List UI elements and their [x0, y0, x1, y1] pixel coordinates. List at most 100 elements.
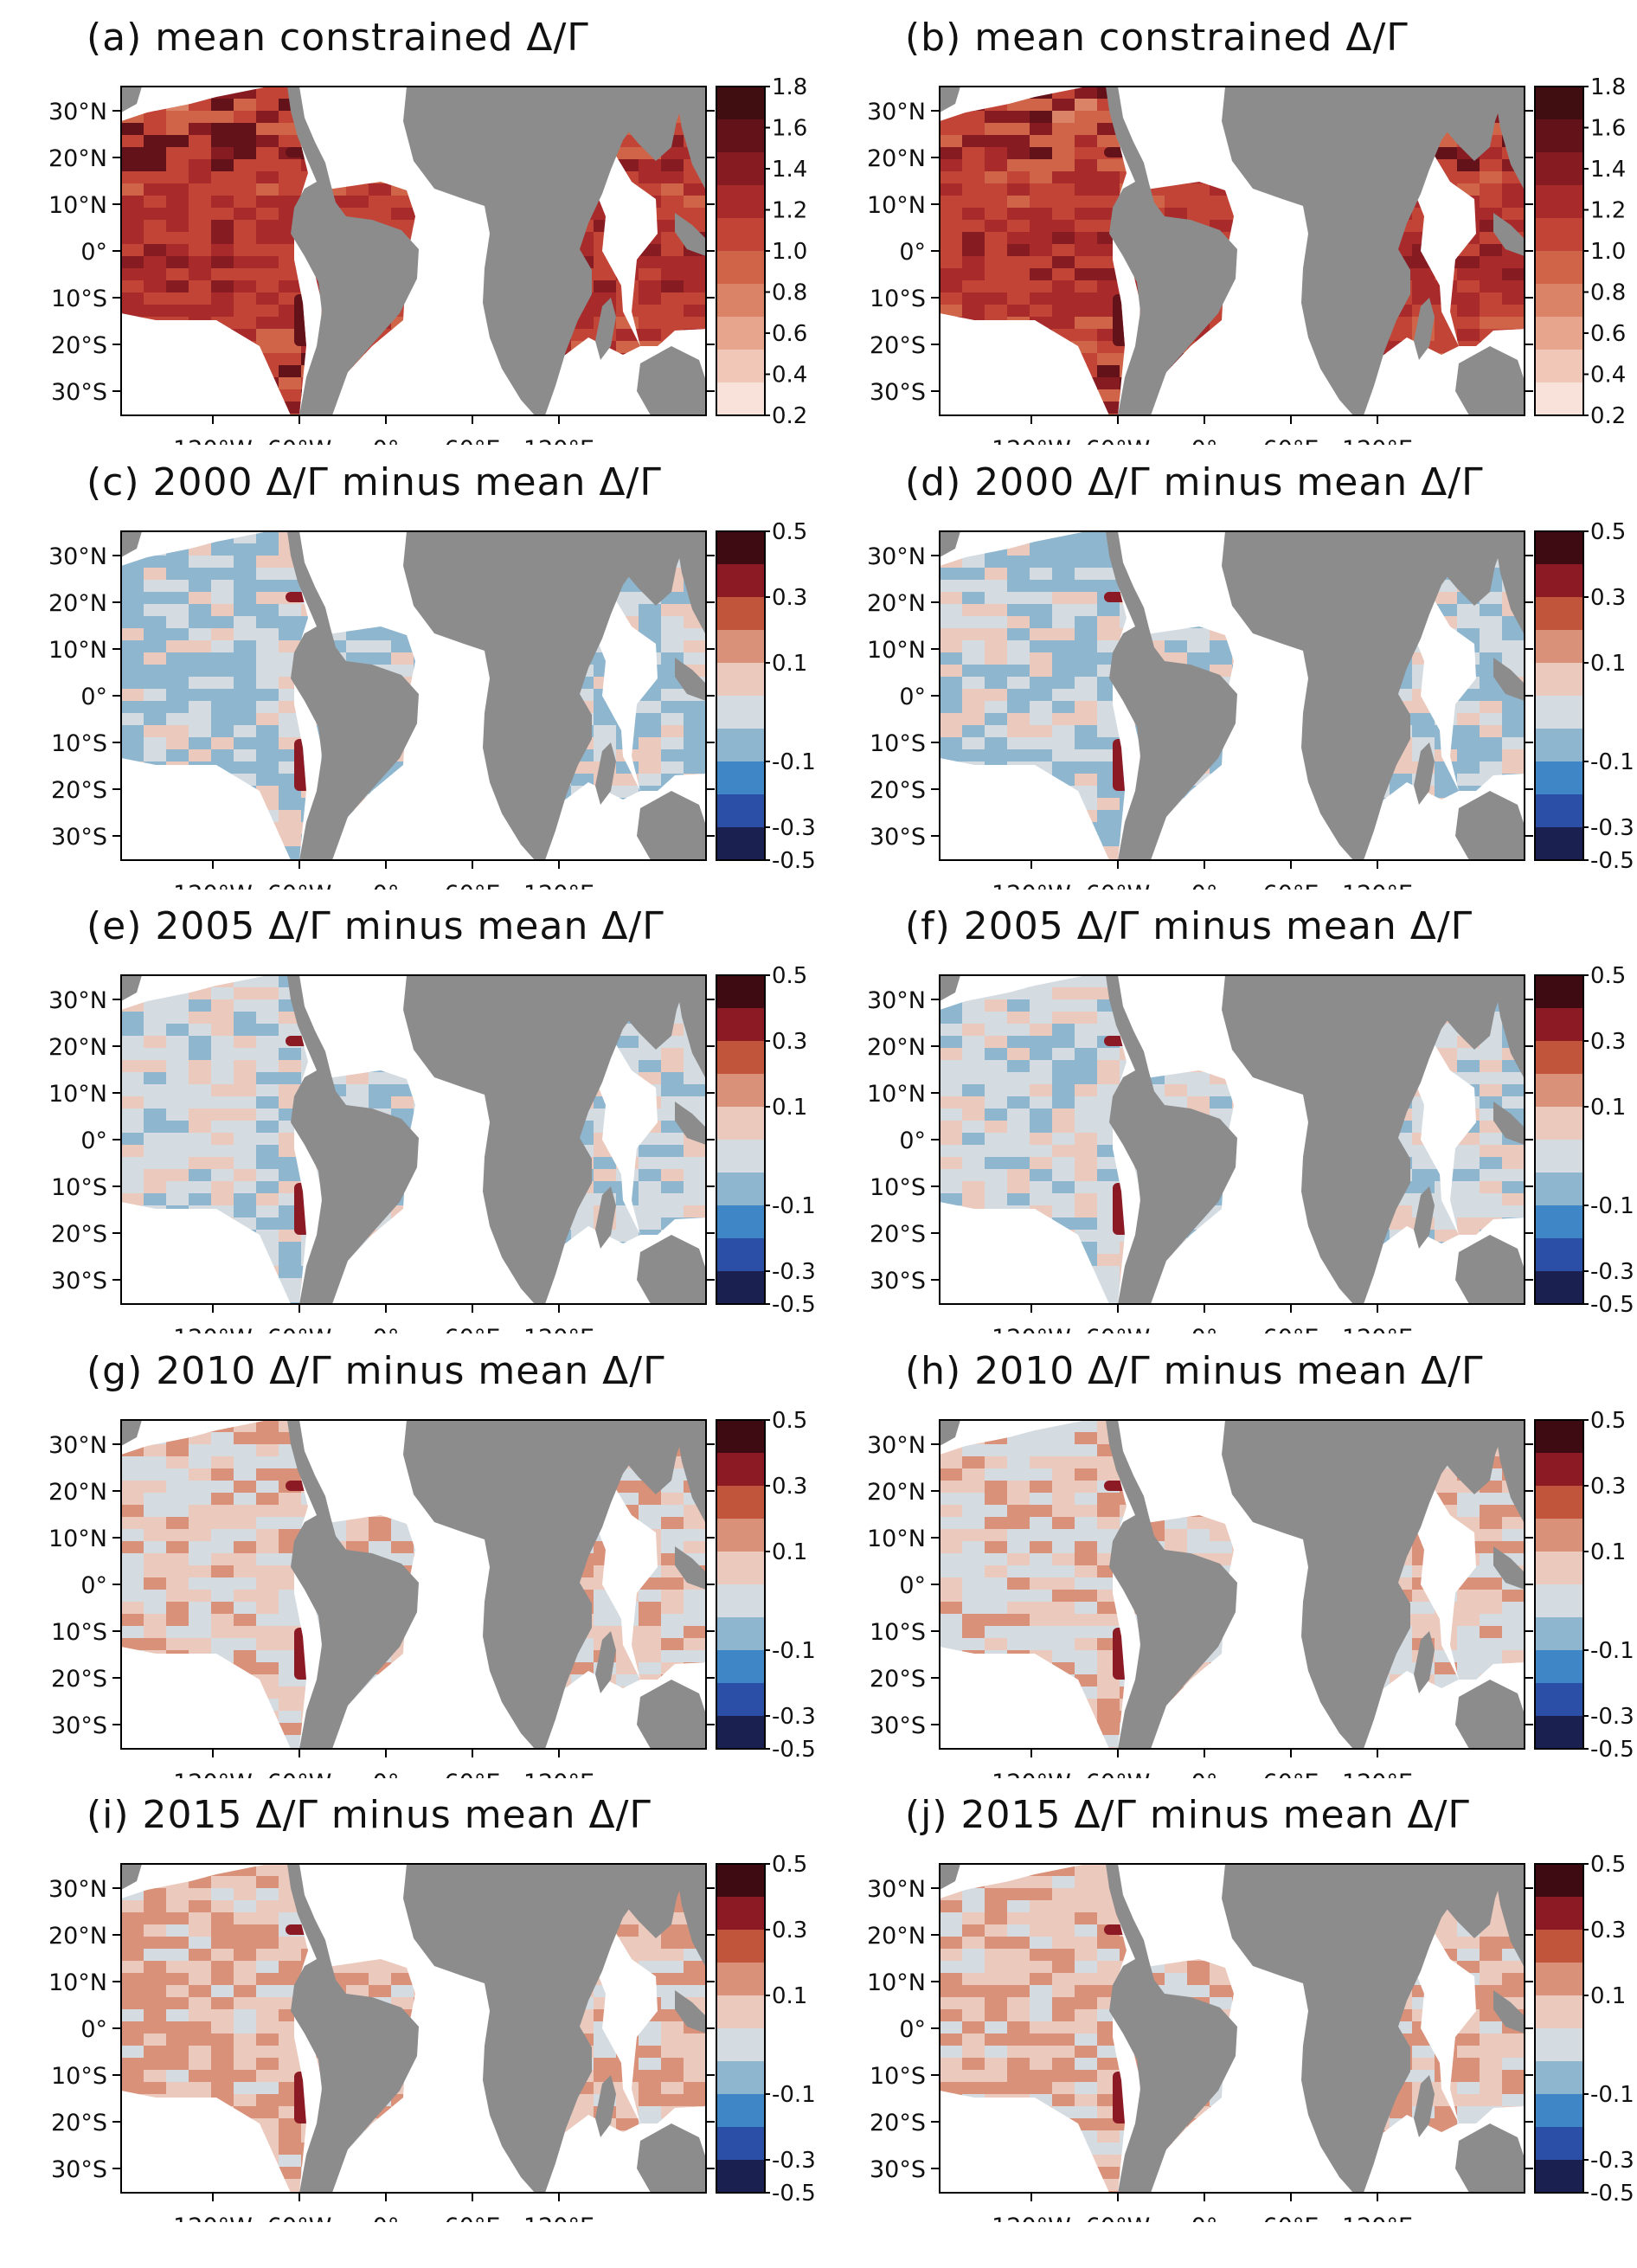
- colorbar-label: 1.6: [1590, 116, 1626, 142]
- colorbar-label: -0.1: [772, 1638, 816, 1664]
- land-mass: [287, 1420, 419, 1749]
- colorbar-label: -0.3: [1590, 1259, 1634, 1285]
- colorbar-label: 0.8: [1590, 280, 1626, 306]
- land-mass: [675, 1990, 706, 2033]
- lat-label: 10°S: [870, 730, 926, 757]
- land-mass: [675, 975, 706, 1079]
- panel-e: (e) 2005 Δ/Γ minus mean Δ/Γ 30°N 20°N 10°N 0…: [0, 889, 818, 1333]
- lat-label: 20°N: [48, 590, 107, 617]
- colorbar-label: -0.1: [1590, 1638, 1634, 1664]
- lat-label: 30°S: [870, 824, 926, 851]
- colorbar-label: -0.3: [1590, 1704, 1634, 1730]
- lon-label: 0°: [1191, 1770, 1218, 1778]
- land-mass: [1106, 975, 1237, 1304]
- lon-label: 60°W: [1086, 2213, 1151, 2222]
- lon-label: 0°: [373, 1770, 400, 1778]
- lon-label: 0°: [1191, 1325, 1218, 1333]
- colorbar-swatch: [1535, 1897, 1583, 1931]
- panel-d: (d) 2000 Δ/Γ minus mean Δ/Γ 30°N 20°N 10°N 0…: [818, 445, 1637, 890]
- panel-title: (f) 2005 Δ/Γ minus mean Δ/Γ: [905, 904, 1473, 948]
- colorbar-label: 0.1: [1590, 651, 1626, 677]
- colorbar-swatch: [716, 597, 765, 631]
- lon-label: 120°W: [992, 436, 1071, 445]
- colorbar-label: 0.3: [772, 1029, 807, 1055]
- panel-title: (i) 2015 Δ/Γ minus mean Δ/Γ: [87, 1793, 652, 1837]
- lon-label: 120°W: [173, 436, 253, 445]
- lat-label: 10°S: [51, 1174, 107, 1201]
- colorbar-label: -0.5: [772, 848, 816, 874]
- colorbar-label: 1.2: [1590, 198, 1626, 224]
- land-mass: [637, 2123, 706, 2193]
- lat-label: 10°S: [870, 2063, 926, 2090]
- land-mass: [606, 1864, 692, 1938]
- land-mass: [1455, 1235, 1525, 1304]
- lat-label: 30°S: [51, 1712, 107, 1739]
- colorbar-label: -0.5: [772, 1737, 816, 1763]
- colorbar-swatch: [1535, 630, 1583, 664]
- lon-label: 120°E: [1342, 1325, 1413, 1333]
- land-mass: [403, 1864, 658, 2193]
- panel-g: (g) 2010 Δ/Γ minus mean Δ/Γ 30°N 20°N 10°N 0…: [0, 1333, 818, 1778]
- colorbar: 0.5 0.3 0.1 -0.1 -0.3 -0.5: [716, 1408, 816, 1763]
- colorbar-swatch: [716, 87, 765, 120]
- lat-label: 30°N: [48, 1432, 107, 1459]
- map-area: 30°N 20°N 10°N 0° 10°S 20°S 30°S 120°W 60°W 0° 60°…: [867, 86, 1533, 445]
- colorbar-swatch: [716, 2094, 765, 2128]
- colorbar-swatch: [716, 1205, 765, 1239]
- map-area: 30°N 20°N 10°N 0° 10°S 20°S 30°S 120°W 60°W 0° 60°…: [867, 1863, 1533, 2222]
- lat-label: 30°S: [51, 379, 107, 406]
- colorbar-label: 0.3: [1590, 1918, 1626, 1944]
- panel-c: (c) 2000 Δ/Γ minus mean Δ/Γ 30°N 20°N 10°N 0…: [0, 445, 818, 890]
- colorbar-label: -0.1: [1590, 749, 1634, 775]
- colorbar-swatch: [716, 794, 765, 828]
- colorbar-swatch: [1535, 597, 1583, 631]
- lat-label: 20°S: [870, 1666, 926, 1693]
- panel-svg-d: (d) 2000 Δ/Γ minus mean Δ/Γ 30°N 20°N 10°N 0…: [867, 460, 1634, 890]
- colorbar-swatch: [1535, 1650, 1583, 1684]
- colorbar-swatch: [1535, 2028, 1583, 2062]
- map-area: 30°N 20°N 10°N 0° 10°S 20°S 30°S 120°W 60°W 0° 60°…: [867, 530, 1533, 890]
- colorbar-label: 0.3: [1590, 1029, 1626, 1055]
- land-mass: [1106, 1420, 1237, 1749]
- colorbar-swatch: [1535, 382, 1583, 416]
- lon-label: 60°W: [1086, 881, 1151, 890]
- colorbar-label: -0.5: [772, 1292, 816, 1318]
- lat-label: 30°N: [867, 99, 926, 125]
- colorbar-swatch: [716, 827, 765, 861]
- colorbar-label: -0.1: [772, 749, 816, 775]
- lat-label: 30°N: [867, 543, 926, 570]
- colorbar-label: 0.1: [1590, 1539, 1626, 1565]
- map-area: 30°N 20°N 10°N 0° 10°S 20°S 30°S 120°W 60°W 0° 60°…: [867, 1419, 1533, 1778]
- colorbar: 0.5 0.3 0.1 -0.1 -0.3 -0.5: [716, 963, 816, 1318]
- land-mass: [675, 1864, 706, 1968]
- lon-label: 60°E: [1263, 436, 1319, 445]
- colorbar-swatch: [1535, 531, 1583, 565]
- panel-svg-e: (e) 2005 Δ/Γ minus mean Δ/Γ 30°N 20°N 10°N 0…: [48, 904, 816, 1333]
- land-mass: [1424, 87, 1511, 161]
- lat-label: 20°S: [870, 777, 926, 804]
- colorbar-swatch: [1535, 1205, 1583, 1239]
- lat-label: 30°S: [51, 2156, 107, 2183]
- colorbar-swatch: [1535, 1107, 1583, 1140]
- colorbar-label: 1.4: [1590, 157, 1626, 183]
- colorbar-swatch: [716, 531, 765, 565]
- colorbar-label: 0.1: [1590, 1095, 1626, 1121]
- colorbar: 1.8 1.6 1.4 1.2 1.0 0.8 0.6 0.4 0.2: [716, 74, 807, 429]
- panel-title: (c) 2000 Δ/Γ minus mean Δ/Γ: [87, 460, 662, 504]
- colorbar-swatch: [1535, 1552, 1583, 1585]
- colorbar-label: -0.5: [1590, 1292, 1634, 1318]
- land-mass: [1493, 658, 1525, 701]
- colorbar: 0.5 0.3 0.1 -0.1 -0.3 -0.5: [1534, 519, 1634, 874]
- colorbar-swatch: [1535, 1486, 1583, 1519]
- colorbar-label: 0.3: [1590, 1474, 1626, 1500]
- colorbar-swatch: [1535, 1584, 1583, 1618]
- colorbar-label: 1.8: [1590, 74, 1626, 100]
- colorbar-swatch: [716, 2127, 765, 2161]
- panel-svg-f: (f) 2005 Δ/Γ minus mean Δ/Γ 30°N 20°N 10°N 0…: [867, 904, 1634, 1333]
- land-mass: [1414, 298, 1435, 360]
- lat-label: 20°N: [867, 1034, 926, 1061]
- colorbar-label: 0.2: [1590, 403, 1626, 429]
- colorbar-swatch: [716, 1107, 765, 1140]
- land-mass: [675, 213, 706, 256]
- lon-label: 60°W: [267, 1325, 332, 1333]
